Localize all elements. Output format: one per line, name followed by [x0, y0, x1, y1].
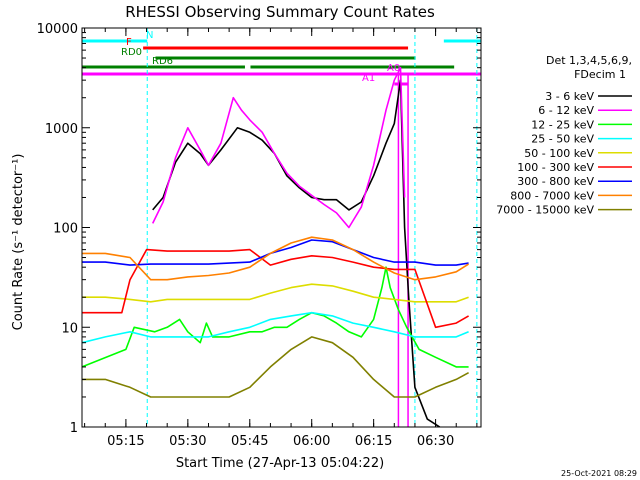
series-lines — [81, 66, 470, 428]
x-tick-label: 06:30 — [417, 434, 454, 449]
series-line-6 — [82, 239, 469, 266]
series-line-1 — [151, 66, 406, 229]
legend-entry-label: 800 - 7000 keV — [510, 189, 594, 202]
legend-header-line-1: Det 1,3,4,5,6,9, — [546, 54, 632, 67]
x-tick-label: 06:00 — [293, 434, 330, 449]
status-label-f: F — [126, 37, 132, 48]
status-label-n: N — [146, 30, 153, 41]
status-label-a1: A1 — [362, 73, 375, 84]
y-tick-label: 10 — [61, 321, 78, 336]
series-line-3 — [81, 311, 469, 344]
y-tick-label: 10000 — [37, 22, 78, 37]
legend-header-line-2: FDecim 1 — [574, 68, 626, 81]
legend-entry-label: 6 - 12 keV — [538, 104, 594, 117]
legend-entry-label: 3 - 6 keV — [545, 90, 594, 103]
axes: 1 10 100 1000 10000 05:15 05:30 05:45 06:00 06:15… — [37, 22, 482, 449]
footer-date: 25-Oct-2021 08:29 — [561, 469, 637, 478]
y-tick-label: 1000 — [45, 122, 78, 137]
legend-entry-label: 12 - 25 keV — [531, 118, 594, 131]
legend-entry-label: 50 - 100 keV — [524, 147, 594, 160]
status-label-rd0: RD0 — [121, 47, 142, 58]
legend-entry-label: 100 - 300 keV — [517, 161, 594, 174]
series-line-5 — [82, 248, 470, 329]
status-label-rd6: RD6 — [152, 56, 173, 67]
series-line-7 — [82, 236, 470, 281]
legend-entry-label: 300 - 800 keV — [517, 175, 594, 188]
series-line-2 — [81, 266, 469, 368]
x-tick-label: 06:15 — [355, 434, 392, 449]
y-axis-label: Count Rate (s⁻¹ detector⁻¹) — [11, 154, 26, 331]
y-tick-label: 100 — [53, 222, 78, 237]
x-axis-label: Start Time (27-Apr-13 05:04:22) — [176, 456, 384, 471]
x-tick-label: 05:45 — [231, 434, 268, 449]
legend-entry-label: 25 - 50 keV — [531, 133, 594, 146]
series-line-4 — [82, 283, 469, 303]
y-tick-label: 1 — [70, 421, 78, 436]
legend-entry-label: 7000 - 15000 keV — [496, 204, 594, 217]
chart-title: RHESSI Observing Summary Count Rates — [125, 3, 435, 21]
status-label-a0: A0 — [387, 63, 400, 74]
x-tick-label: 05:30 — [169, 434, 206, 449]
series-line-8 — [82, 336, 469, 398]
x-tick-label: 05:15 — [107, 434, 144, 449]
